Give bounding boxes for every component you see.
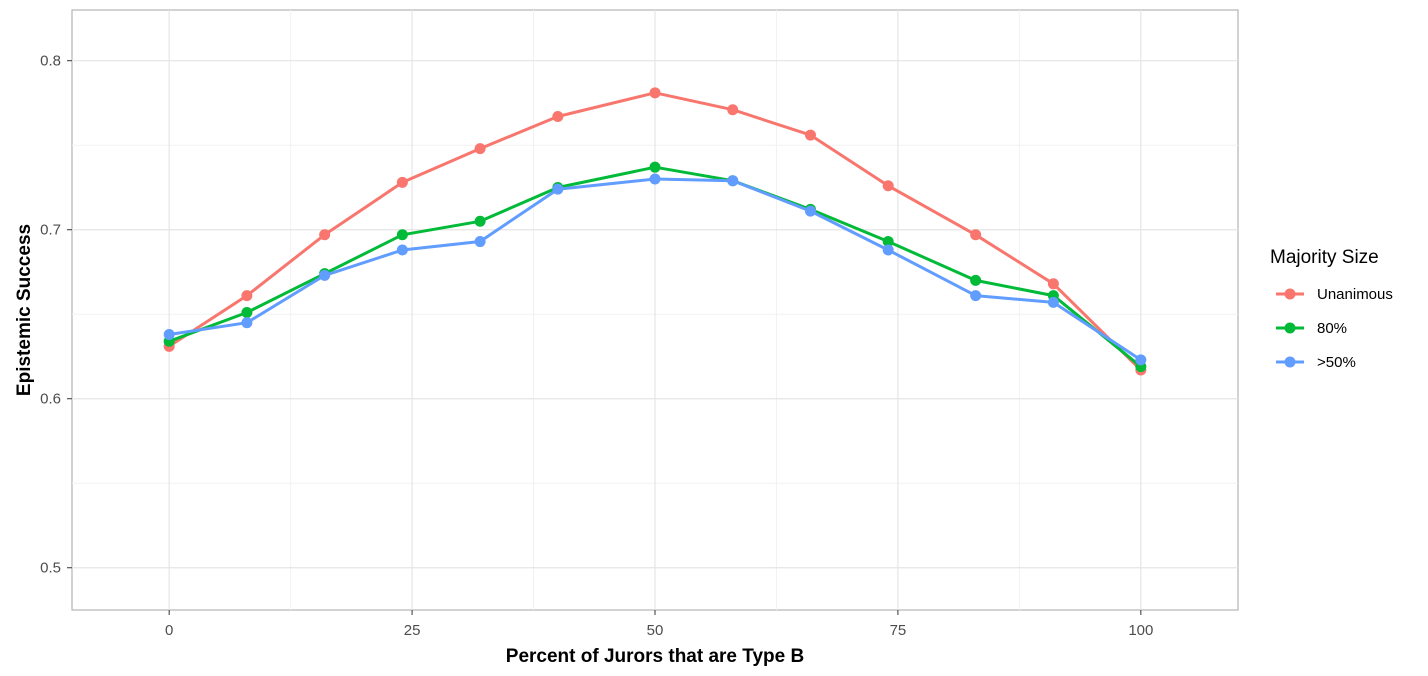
data-point bbox=[163, 329, 175, 341]
legend-item: >50% bbox=[1276, 354, 1356, 371]
y-tick-label: 0.7 bbox=[40, 222, 61, 239]
data-point bbox=[552, 110, 564, 122]
data-point bbox=[396, 244, 408, 256]
data-point bbox=[970, 290, 982, 302]
series-layer bbox=[163, 87, 1147, 376]
y-tick-label: 0.5 bbox=[40, 560, 61, 577]
data-point bbox=[1135, 354, 1147, 366]
legend-label: 80% bbox=[1317, 320, 1347, 337]
data-point bbox=[649, 161, 661, 173]
data-point bbox=[396, 229, 408, 241]
x-axis-title: Percent of Jurors that are Type B bbox=[506, 646, 804, 667]
data-point bbox=[649, 87, 661, 99]
y-axis-title: Epistemic Success bbox=[14, 224, 35, 396]
data-point bbox=[474, 236, 486, 248]
data-point bbox=[804, 129, 816, 141]
data-point bbox=[882, 180, 894, 192]
data-point bbox=[727, 175, 739, 187]
data-point bbox=[970, 274, 982, 286]
major-gridlines bbox=[72, 10, 1238, 610]
y-tick-label: 0.6 bbox=[40, 391, 61, 408]
y-axis-ticks: 0.5 0.6 0.7 0.8 bbox=[40, 53, 72, 577]
data-point bbox=[1047, 278, 1059, 290]
x-axis-ticks: 0 25 50 75 100 bbox=[165, 610, 1153, 639]
legend-title: Majority Size bbox=[1270, 247, 1379, 268]
legend-item: Unanimous bbox=[1276, 286, 1393, 303]
data-point bbox=[241, 307, 253, 319]
x-tick-label: 50 bbox=[647, 622, 664, 639]
data-point bbox=[970, 229, 982, 241]
data-point bbox=[396, 176, 408, 188]
x-tick-label: 0 bbox=[165, 622, 173, 639]
data-point bbox=[649, 173, 661, 185]
legend-key-point bbox=[1284, 288, 1296, 300]
data-point bbox=[241, 290, 253, 302]
data-point bbox=[804, 205, 816, 217]
legend-item: 80% bbox=[1276, 320, 1347, 337]
y-tick-label: 0.8 bbox=[40, 53, 61, 70]
legend-key-point bbox=[1284, 356, 1296, 368]
data-point bbox=[882, 236, 894, 248]
data-point bbox=[882, 244, 894, 256]
series-3 bbox=[163, 173, 1147, 366]
legend-label: Unanimous bbox=[1317, 286, 1393, 303]
data-point bbox=[319, 229, 331, 241]
x-tick-label: 75 bbox=[890, 622, 907, 639]
x-tick-label: 25 bbox=[404, 622, 421, 639]
data-point bbox=[319, 269, 331, 281]
data-point bbox=[241, 317, 253, 329]
data-point bbox=[474, 143, 486, 155]
legend-key-point bbox=[1284, 322, 1296, 334]
series-1 bbox=[163, 87, 1147, 376]
legend-label: >50% bbox=[1317, 354, 1356, 371]
x-tick-label: 100 bbox=[1128, 622, 1153, 639]
data-point bbox=[552, 183, 564, 195]
legend: Majority Size Unanimous 80% >50% bbox=[1270, 247, 1393, 371]
data-point bbox=[727, 104, 739, 116]
data-point bbox=[474, 215, 486, 227]
data-point bbox=[1047, 296, 1059, 308]
